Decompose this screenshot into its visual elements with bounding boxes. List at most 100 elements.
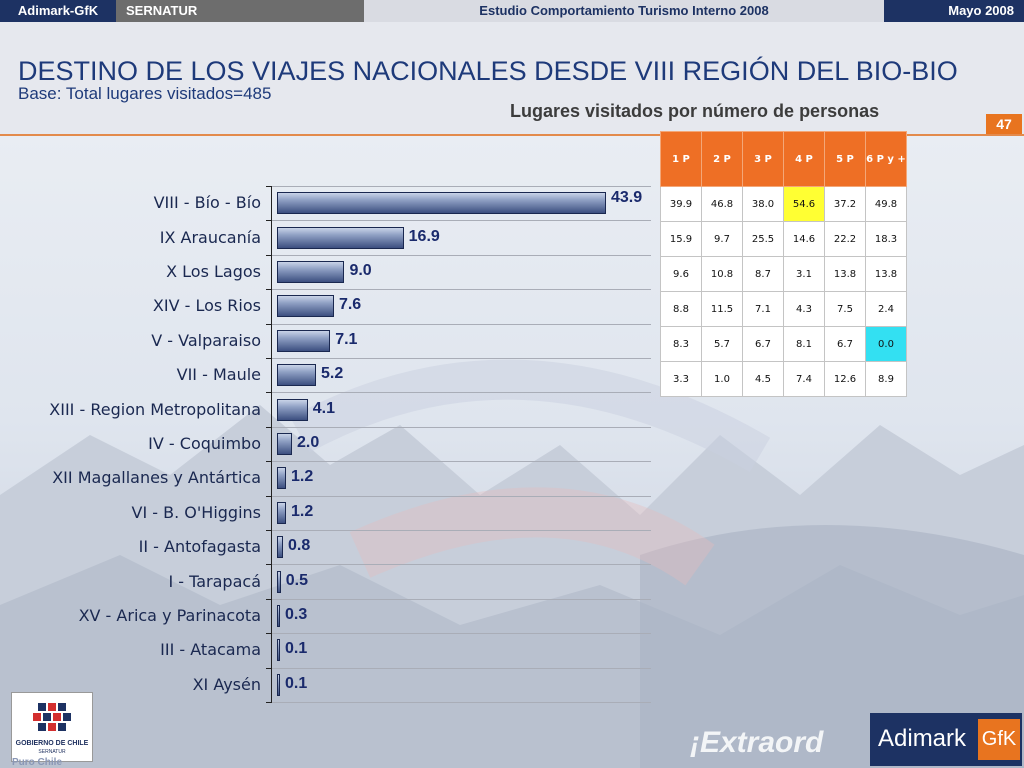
category-label: VII - Maule bbox=[176, 365, 261, 385]
table-cell: 2.4 bbox=[865, 291, 907, 327]
bar bbox=[277, 639, 280, 662]
adimark-wordmark: Adimark bbox=[878, 725, 967, 752]
category-label: XIII - Region Metropolitana bbox=[49, 399, 261, 419]
gridline bbox=[271, 702, 651, 703]
table-cell: 7.4 bbox=[783, 361, 825, 397]
table-cell: 9.6 bbox=[660, 256, 702, 292]
table-cell: 37.2 bbox=[824, 186, 866, 222]
table-cell: 1.0 bbox=[701, 361, 743, 397]
gridline bbox=[271, 564, 651, 566]
table-cell: 3.3 bbox=[660, 361, 702, 397]
data-label: 1.2 bbox=[290, 502, 314, 520]
bar bbox=[277, 261, 345, 283]
column-header: 5 P bbox=[824, 131, 866, 187]
table-cell: 8.3 bbox=[660, 326, 702, 362]
category-label: IX Araucanía bbox=[159, 227, 261, 247]
axis-tick bbox=[266, 392, 272, 394]
category-label: IV - Coquimbo bbox=[148, 434, 261, 453]
category-label: XV - Arica y Parinacota bbox=[78, 606, 261, 625]
table-cell: 4.3 bbox=[783, 291, 825, 327]
page-subtitle: Base: Total lugares visitados=485 bbox=[18, 84, 272, 103]
axis-tick bbox=[266, 702, 272, 703]
bar bbox=[277, 501, 286, 524]
table-cell: 38.0 bbox=[742, 186, 784, 222]
gridline bbox=[271, 495, 651, 497]
gobierno-logo: GOBIERNO DE CHILE SERNATUR bbox=[11, 692, 93, 762]
gridline bbox=[271, 358, 651, 359]
table-cell: 14.6 bbox=[783, 221, 825, 257]
data-label: 7.1 bbox=[335, 330, 358, 348]
date-label: Mayo 2008 bbox=[884, 0, 1024, 22]
data-label: 7.6 bbox=[338, 296, 362, 314]
data-label: 0.3 bbox=[285, 606, 308, 623]
page-title: DESTINO DE LOS VIAJES NACIONALES DESDE V… bbox=[18, 56, 958, 86]
bar-chart: VIII - Bío - Bío 43.9 IX Araucanía 16.9 X Lo… bbox=[0, 186, 660, 716]
data-label: 2.0 bbox=[296, 434, 320, 451]
gfk-wordmark: GfK bbox=[978, 719, 1020, 760]
bar bbox=[277, 192, 606, 215]
axis-tick bbox=[266, 254, 272, 256]
study-label: Estudio Comportamiento Turismo Interno 2… bbox=[364, 0, 884, 22]
table-row: 15.9 9.7 25.5 14.6 22.2 18.3 bbox=[660, 221, 907, 257]
category-label: XIV - Los Rios bbox=[152, 296, 261, 316]
table-row: 39.9 46.8 38.0 54.6 37.2 49.8 bbox=[660, 186, 907, 222]
table-cell: 8.8 bbox=[660, 291, 702, 327]
axis-tick bbox=[266, 598, 272, 600]
table-cell: 4.5 bbox=[742, 361, 784, 397]
category-label: VI - B. O'Higgins bbox=[131, 502, 261, 522]
table-cell: 15.9 bbox=[660, 221, 702, 257]
data-label: 0.1 bbox=[285, 640, 308, 658]
data-label: 5.2 bbox=[320, 365, 344, 383]
y-axis-line bbox=[271, 186, 272, 702]
bar bbox=[277, 536, 283, 559]
bar bbox=[277, 433, 292, 455]
table-row: 9.6 10.8 8.7 3.1 13.8 13.8 bbox=[660, 256, 907, 292]
category-label: I - Tarapacá bbox=[168, 571, 261, 591]
gridline bbox=[271, 323, 651, 325]
table-cell: 13.8 bbox=[824, 256, 866, 292]
gridline bbox=[271, 289, 651, 291]
bar bbox=[277, 673, 280, 696]
table-cell: 25.5 bbox=[742, 221, 784, 257]
sernatur-label: SERNATUR bbox=[38, 749, 66, 755]
axis-tick bbox=[266, 289, 272, 291]
bar bbox=[277, 570, 281, 593]
category-label: II - Antofagasta bbox=[138, 537, 261, 557]
gobierno-emblem-icon bbox=[33, 703, 71, 731]
column-header: 2 P bbox=[701, 131, 743, 187]
data-label: 16.9 bbox=[408, 227, 440, 245]
gridline bbox=[271, 220, 651, 222]
table-title: Lugares visitados por número de personas bbox=[510, 101, 880, 121]
table-cell: 5.7 bbox=[701, 326, 743, 362]
top-bar: Adimark-GfK SERNATUR Estudio Comportamie… bbox=[0, 0, 1024, 22]
gridline bbox=[271, 598, 651, 600]
data-label: 43.9 bbox=[611, 189, 643, 207]
gridline bbox=[271, 254, 651, 256]
table-cell: 10.8 bbox=[701, 256, 743, 292]
table-cell: 8.1 bbox=[783, 326, 825, 362]
table-row: 3.3 1.0 4.5 7.4 12.6 8.9 bbox=[660, 361, 907, 397]
gobierno-label: GOBIERNO DE CHILE bbox=[15, 740, 89, 747]
category-label: V - Valparaiso bbox=[151, 330, 261, 350]
table-cell: 8.9 bbox=[865, 361, 907, 397]
gridline bbox=[271, 667, 651, 669]
data-label: 4.1 bbox=[312, 399, 335, 417]
table-cell: 6.7 bbox=[824, 326, 866, 362]
gridline bbox=[271, 530, 651, 531]
axis-tick bbox=[266, 323, 272, 325]
column-header: 6 P y + bbox=[865, 131, 907, 187]
axis-tick bbox=[266, 667, 272, 669]
data-label: 0.1 bbox=[285, 674, 308, 692]
data-label: 0.8 bbox=[287, 537, 311, 555]
axis-tick bbox=[266, 461, 272, 463]
gridline bbox=[271, 426, 651, 428]
extraordinario-text: ¡Extraord bbox=[690, 726, 824, 759]
bar bbox=[277, 605, 280, 627]
background-scenery bbox=[0, 359, 1024, 768]
axis-tick bbox=[266, 426, 272, 428]
table-cell: 39.9 bbox=[660, 186, 702, 222]
bar bbox=[277, 364, 316, 387]
data-label: 9.0 bbox=[349, 262, 372, 279]
gridline bbox=[271, 186, 651, 187]
